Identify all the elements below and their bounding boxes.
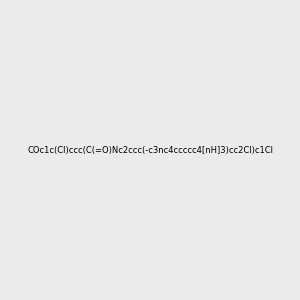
Text: COc1c(Cl)ccc(C(=O)Nc2ccc(-c3nc4ccccc4[nH]3)cc2Cl)c1Cl: COc1c(Cl)ccc(C(=O)Nc2ccc(-c3nc4ccccc4[nH…: [27, 146, 273, 154]
